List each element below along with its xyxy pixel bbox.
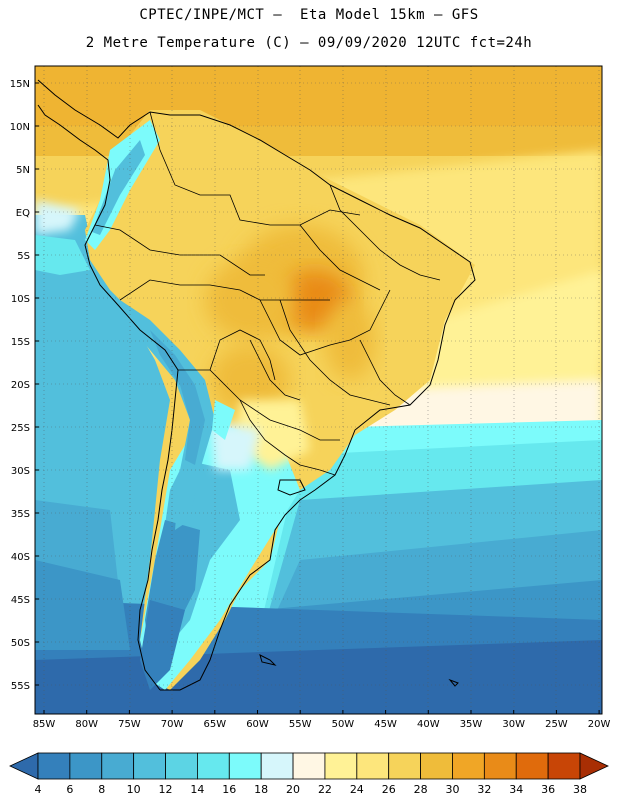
- lon-label: 60W: [246, 719, 269, 730]
- colorbar-box: [452, 752, 485, 780]
- colorbar-box: [292, 752, 326, 780]
- lon-label: 45W: [374, 719, 397, 730]
- lat-label: 20S: [11, 380, 30, 391]
- colorbar-box: [228, 752, 262, 780]
- lon-label: 80W: [75, 719, 98, 730]
- latitude-labels: 15N 10N 5N EQ 5S 10S 15S 20S 25S 30S 35S 40S 45S 50S 5…: [10, 79, 39, 692]
- lat-label: 30S: [11, 466, 30, 477]
- colorbar-label: 18: [254, 783, 268, 796]
- colorbar-label: 12: [159, 783, 173, 796]
- colorbar-label: 26: [382, 783, 396, 796]
- lat-label: 40S: [11, 552, 30, 563]
- temperature-field: [35, 66, 602, 714]
- colorbar-box: [37, 752, 71, 780]
- colorbar-box: [197, 752, 230, 780]
- colorbar-label: 10: [127, 783, 141, 796]
- colorbar-label: 24: [350, 783, 364, 796]
- lon-label: 20W: [588, 719, 611, 730]
- colorbar-label: 30: [445, 783, 459, 796]
- colorbar-label: 34: [509, 783, 523, 796]
- lon-label: 55W: [289, 719, 312, 730]
- lat-label: 5S: [17, 251, 30, 262]
- country-borders: [94, 111, 441, 476]
- lat-label: 35S: [11, 509, 30, 520]
- colorbar-box: [69, 752, 103, 780]
- lat-label: 50S: [11, 638, 30, 649]
- colorbar-arrow-low: [9, 752, 39, 780]
- lat-label: EQ: [16, 208, 30, 219]
- lat-label: 45S: [11, 595, 30, 606]
- colorbar-label: 16: [222, 783, 236, 796]
- lat-label: 10N: [10, 122, 30, 133]
- temperature-map: 15N 10N 5N EQ 5S 10S 15S 20S 25S 30S 35S 40S 45S 50S 5…: [10, 65, 611, 730]
- colorbar-box: [101, 752, 135, 780]
- colorbar-label: 22: [318, 783, 332, 796]
- lat-label: 25S: [11, 423, 30, 434]
- colorbar-box: [356, 752, 390, 780]
- colorbar-label: 36: [541, 783, 555, 796]
- graticule: [35, 66, 602, 714]
- lon-label: 50W: [332, 719, 355, 730]
- lat-label: 15S: [11, 337, 30, 348]
- colorbar-box: [324, 752, 358, 780]
- map-title: CPTEC/INPE/MCT – Eta Model 15km – GFS: [139, 7, 479, 23]
- colorbar-box: [483, 752, 517, 780]
- colorbar-box: [133, 752, 166, 780]
- colorbar: 4 6 8 10 12 14 16 18 20 22 24 26 28 30 32 34 36 38: [9, 752, 609, 796]
- lat-label: 55S: [11, 681, 30, 692]
- coastlines: [37, 79, 476, 691]
- lon-label: 35W: [460, 719, 483, 730]
- map-frame: [34, 65, 603, 715]
- colorbar-label: 28: [414, 783, 428, 796]
- lon-label: 85W: [33, 719, 56, 730]
- colorbar-label: 6: [66, 783, 73, 796]
- colorbar-label: 20: [286, 783, 300, 796]
- colorbar-box: [260, 752, 294, 780]
- colorbar-box: [388, 752, 421, 780]
- colorbar-arrow-high: [579, 752, 609, 780]
- lon-label: 70W: [161, 719, 184, 730]
- colorbar-box: [420, 752, 453, 780]
- map-plot-area: [35, 66, 602, 714]
- lon-label: 25W: [545, 719, 568, 730]
- lon-label: 40W: [417, 719, 440, 730]
- lat-label: 5N: [16, 165, 30, 176]
- colorbar-label: 38: [573, 783, 587, 796]
- colorbar-label: 32: [477, 783, 491, 796]
- map-subtitle: 2 Metre Temperature (C) – 09/09/2020 12U…: [85, 35, 533, 51]
- lon-label: 65W: [203, 719, 226, 730]
- lat-label: 15N: [10, 79, 30, 90]
- lat-label: 10S: [11, 294, 30, 305]
- colorbar-label: 4: [35, 783, 42, 796]
- lon-label: 75W: [118, 719, 141, 730]
- colorbar-box: [515, 752, 549, 780]
- colorbar-box: [547, 752, 581, 780]
- longitude-labels: 85W 80W 75W 70W 65W 60W 55W 50W 45W 40W 35W 30W 25W 2…: [33, 710, 611, 730]
- colorbar-box: [165, 752, 198, 780]
- colorbar-label: 14: [190, 783, 204, 796]
- lon-label: 30W: [502, 719, 525, 730]
- colorbar-label: 8: [98, 783, 105, 796]
